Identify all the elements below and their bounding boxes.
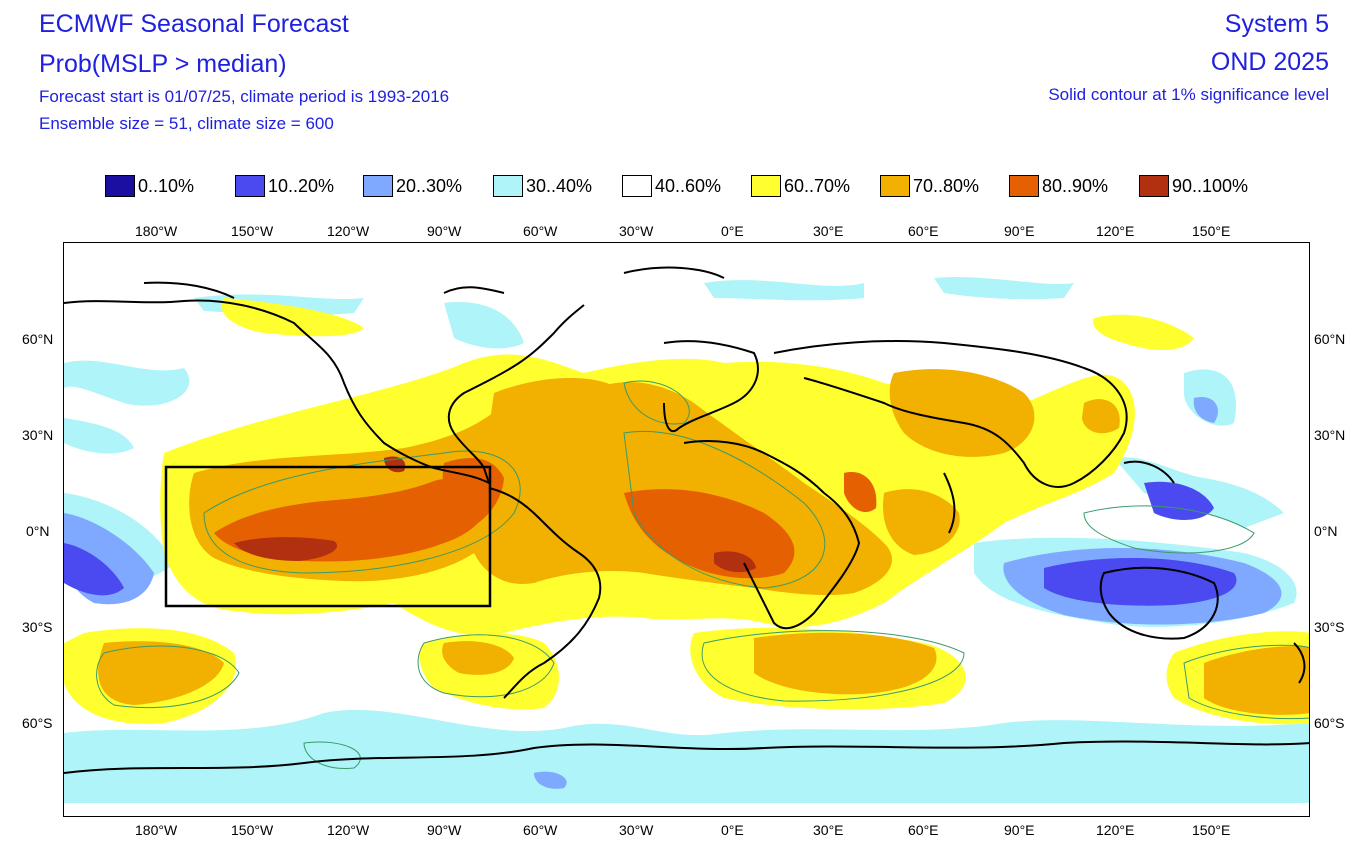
lon-tick: 30°W <box>619 223 654 239</box>
lon-tick: 120°E <box>1096 223 1135 239</box>
lat-tick: 60°S <box>1314 715 1345 731</box>
lat-tick: 0°N <box>1314 523 1338 539</box>
lat-tick: 60°N <box>22 331 54 347</box>
legend-swatch <box>235 175 265 197</box>
legend-swatch <box>363 175 393 197</box>
legend-swatch <box>493 175 523 197</box>
nino-region-box <box>164 465 492 608</box>
lon-tick: 90°E <box>1004 223 1035 239</box>
lon-tick: 60°E <box>908 822 939 838</box>
ensemble-size-text: Ensemble size = 51, climate size = 600 <box>39 114 334 133</box>
system-label: System 5 <box>1224 10 1329 38</box>
legend-item: 70..80% <box>880 173 979 199</box>
lat-tick: 30°N <box>1314 427 1346 443</box>
significance-note: Solid contour at 1% significance level <box>1048 85 1329 104</box>
lon-tick: 30°E <box>813 223 844 239</box>
forecast-start-text: Forecast start is 01/07/25, climate peri… <box>39 87 450 106</box>
blue-shading <box>64 397 1282 789</box>
legend-item: 60..70% <box>751 173 850 199</box>
probability-map <box>64 243 1309 816</box>
map-panel <box>63 242 1310 817</box>
lon-tick: 60°W <box>523 822 558 838</box>
legend-swatch <box>751 175 781 197</box>
lat-tick: 30°N <box>22 427 54 443</box>
lon-tick: 150°W <box>231 822 274 838</box>
lon-tick: 150°E <box>1192 223 1231 239</box>
legend-label: 80..90% <box>1042 175 1109 196</box>
lon-tick: 0°E <box>721 822 744 838</box>
lon-tick: 120°W <box>327 223 370 239</box>
legend-item: 80..90% <box>1009 173 1108 199</box>
lon-tick: 150°W <box>231 223 274 239</box>
lon-tick: 90°W <box>427 822 462 838</box>
legend-label: 30..40% <box>526 175 593 196</box>
legend-item: 40..60% <box>622 173 721 199</box>
significance-contours <box>96 380 1309 769</box>
lon-tick: 60°E <box>908 223 939 239</box>
legend-swatch <box>105 175 135 197</box>
legend-label: 40..60% <box>655 175 722 196</box>
lon-tick: 0°E <box>721 223 744 239</box>
legend-swatch <box>880 175 910 197</box>
legend-label: 10..20% <box>268 175 335 196</box>
legend-item: 0..10% <box>105 173 194 199</box>
color-legend: 0..10% 10..20% 20..30% 30..40% 40..60% 6… <box>0 173 1372 199</box>
coastlines <box>64 266 1309 774</box>
legend-label: 20..30% <box>396 175 463 196</box>
legend-label: 0..10% <box>138 175 195 196</box>
legend-swatch <box>1139 175 1169 197</box>
legend-item: 90..100% <box>1139 173 1248 199</box>
chart-title: ECMWF Seasonal Forecast <box>39 10 349 38</box>
lon-tick: 120°W <box>327 822 370 838</box>
legend-label: 60..70% <box>784 175 851 196</box>
legend-item: 20..30% <box>363 173 462 199</box>
lat-tick: 30°S <box>1314 619 1345 635</box>
lon-tick: 30°E <box>813 822 844 838</box>
chart-subtitle: Prob(MSLP > median) <box>39 50 287 78</box>
legend-label: 70..80% <box>913 175 980 196</box>
legend-item: 30..40% <box>493 173 592 199</box>
lat-tick: 30°S <box>22 619 53 635</box>
legend-swatch <box>1009 175 1039 197</box>
legend-item: 10..20% <box>235 173 334 199</box>
lon-tick: 180°W <box>135 822 178 838</box>
lon-tick: 60°W <box>523 223 558 239</box>
lon-tick: 30°W <box>619 822 654 838</box>
lon-tick: 150°E <box>1192 822 1231 838</box>
legend-swatch <box>622 175 652 197</box>
lon-tick: 180°W <box>135 223 178 239</box>
lon-tick: 90°W <box>427 223 462 239</box>
lon-tick: 120°E <box>1096 822 1135 838</box>
legend-label: 90..100% <box>1172 175 1249 196</box>
lat-tick: 0°N <box>26 523 50 539</box>
lat-tick: 60°N <box>1314 331 1346 347</box>
lon-tick: 90°E <box>1004 822 1035 838</box>
season-label: OND 2025 <box>1210 48 1329 76</box>
lat-tick: 60°S <box>22 715 53 731</box>
